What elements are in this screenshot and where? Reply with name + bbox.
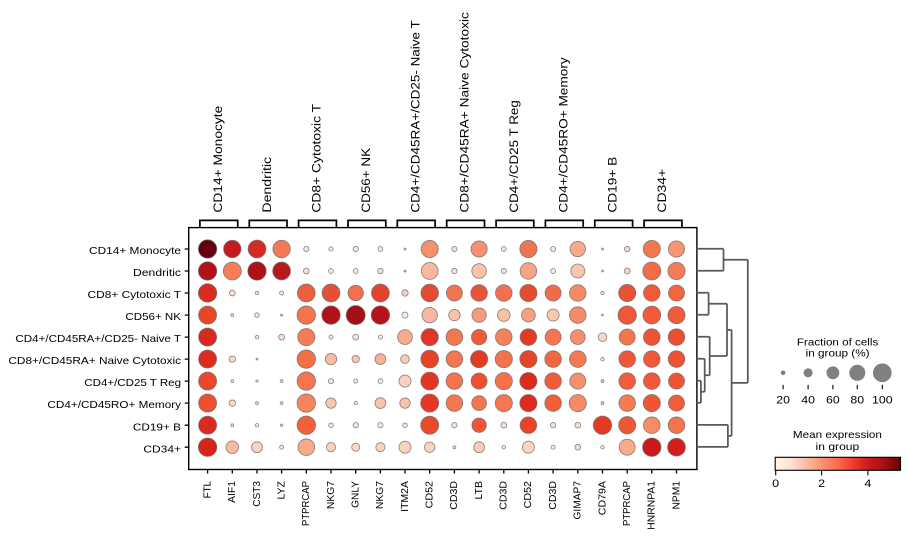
svg-text:4: 4 bbox=[864, 478, 871, 490]
svg-text:CD3D: CD3D bbox=[499, 481, 510, 510]
svg-text:CD4+/CD25 T Reg: CD4+/CD25 T Reg bbox=[84, 377, 181, 389]
svg-text:CD4+/CD45RA+/CD25- Naive T: CD4+/CD45RA+/CD25- Naive T bbox=[408, 20, 422, 213]
svg-text:Dendritic: Dendritic bbox=[260, 157, 274, 213]
svg-text:GNLY: GNLY bbox=[351, 481, 362, 508]
svg-text:in group (%): in group (%) bbox=[806, 349, 870, 360]
svg-text:CD34+: CD34+ bbox=[143, 443, 181, 455]
svg-text:ITM2A: ITM2A bbox=[400, 481, 411, 512]
svg-text:PTPRCAP: PTPRCAP bbox=[622, 481, 633, 526]
svg-text:CD52: CD52 bbox=[523, 481, 534, 509]
svg-text:NPM1: NPM1 bbox=[671, 481, 682, 510]
svg-text:CD3D: CD3D bbox=[449, 481, 460, 510]
svg-text:60: 60 bbox=[826, 394, 840, 406]
svg-text:CD56+ NK: CD56+ NK bbox=[359, 148, 373, 213]
svg-text:LTB: LTB bbox=[474, 481, 485, 500]
svg-text:CD4+/CD45RO+ Memory: CD4+/CD45RO+ Memory bbox=[556, 56, 570, 212]
svg-text:GIMAP7: GIMAP7 bbox=[573, 481, 584, 520]
svg-text:2: 2 bbox=[818, 478, 825, 490]
svg-text:CD4+/CD25 T Reg: CD4+/CD25 T Reg bbox=[507, 100, 521, 212]
svg-text:CD8+ Cytotoxic T: CD8+ Cytotoxic T bbox=[88, 289, 182, 301]
svg-text:40: 40 bbox=[801, 394, 815, 406]
svg-text:AIF1: AIF1 bbox=[227, 481, 238, 503]
svg-text:CD19+ B: CD19+ B bbox=[606, 157, 620, 213]
svg-text:CD8+/CD45RA+ Naive Cytotoxic: CD8+/CD45RA+ Naive Cytotoxic bbox=[458, 12, 472, 213]
svg-text:CD4+/CD45RA+/CD25- Naive T: CD4+/CD45RA+/CD25- Naive T bbox=[15, 333, 181, 345]
svg-text:NKG7: NKG7 bbox=[326, 481, 337, 510]
svg-text:CST3: CST3 bbox=[252, 481, 263, 507]
svg-text:FTL: FTL bbox=[202, 481, 213, 499]
svg-text:CD34+: CD34+ bbox=[655, 169, 669, 213]
svg-text:CD52: CD52 bbox=[425, 481, 436, 509]
svg-text:CD14+ Monocyte: CD14+ Monocyte bbox=[89, 245, 181, 257]
svg-text:CD19+ B: CD19+ B bbox=[133, 421, 181, 433]
svg-text:HNRNPA1: HNRNPA1 bbox=[647, 481, 658, 530]
svg-text:in group: in group bbox=[816, 441, 860, 453]
svg-text:PTPRCAP: PTPRCAP bbox=[301, 481, 312, 526]
svg-text:CD14+ Monocyte: CD14+ Monocyte bbox=[211, 105, 225, 212]
svg-text:Dendritic: Dendritic bbox=[133, 267, 181, 279]
svg-text:CD8+/CD45RA+ Naive Cytotoxic: CD8+/CD45RA+ Naive Cytotoxic bbox=[8, 355, 181, 367]
svg-text:CD3D: CD3D bbox=[548, 481, 559, 510]
svg-text:CD4+/CD45RO+ Memory: CD4+/CD45RO+ Memory bbox=[47, 399, 181, 411]
svg-text:CD56+ NK: CD56+ NK bbox=[125, 311, 181, 323]
svg-text:80: 80 bbox=[850, 394, 864, 406]
svg-text:CD8+ Cytotoxic T: CD8+ Cytotoxic T bbox=[310, 103, 324, 212]
svg-text:100: 100 bbox=[872, 394, 893, 406]
svg-text:0: 0 bbox=[772, 478, 779, 490]
svg-text:LYZ: LYZ bbox=[276, 481, 287, 500]
svg-text:Fraction of cells: Fraction of cells bbox=[797, 338, 878, 349]
svg-text:NKG7: NKG7 bbox=[375, 481, 386, 510]
svg-text:CD79A: CD79A bbox=[597, 481, 608, 516]
svg-text:20: 20 bbox=[776, 394, 790, 406]
svg-text:Mean expression: Mean expression bbox=[793, 429, 882, 441]
